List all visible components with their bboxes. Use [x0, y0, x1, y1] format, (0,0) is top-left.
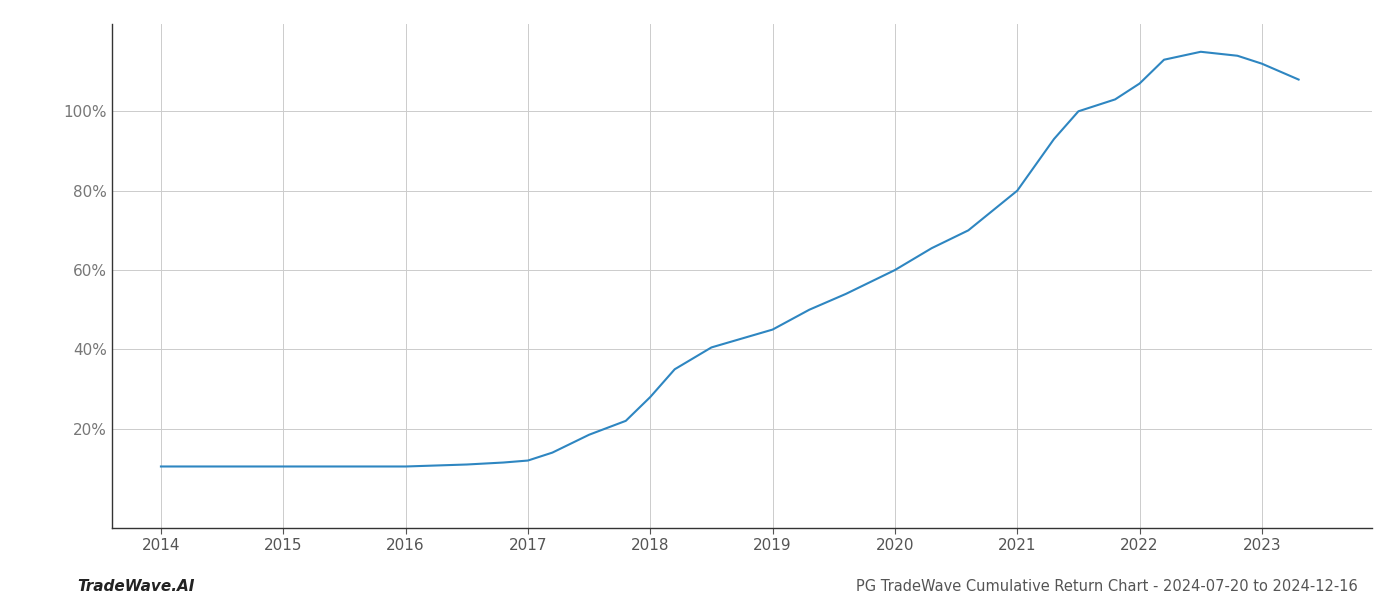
Text: TradeWave.AI: TradeWave.AI	[77, 579, 195, 594]
Text: PG TradeWave Cumulative Return Chart - 2024-07-20 to 2024-12-16: PG TradeWave Cumulative Return Chart - 2…	[857, 579, 1358, 594]
